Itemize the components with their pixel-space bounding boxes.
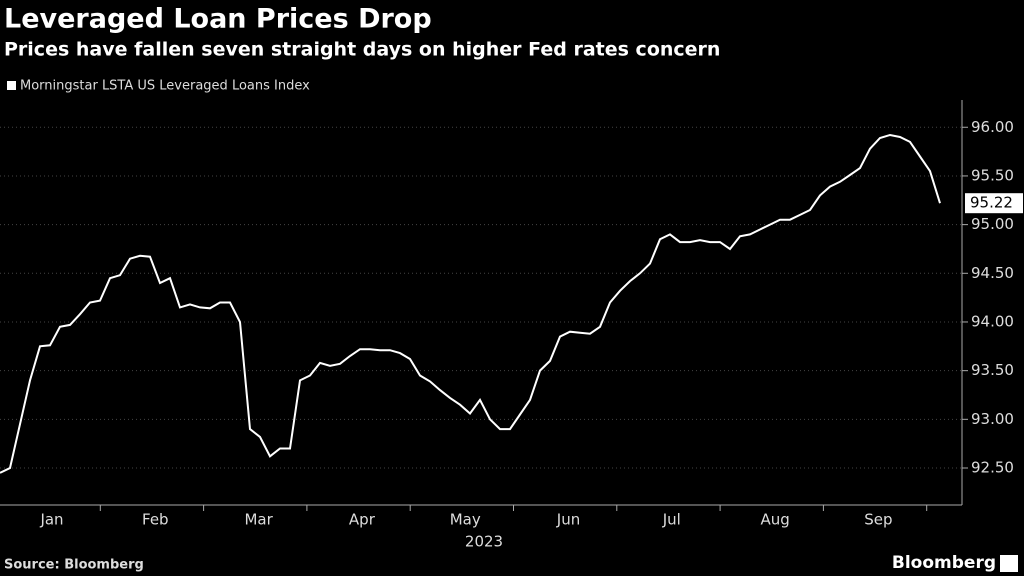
source: Source: Bloomberg (4, 558, 144, 573)
x-tick-label: May (450, 511, 481, 529)
y-tick-label: 96.00 (971, 118, 1014, 136)
chart-subtitle: Prices have fallen seven straight days o… (4, 39, 720, 61)
y-tick-label: 94.50 (971, 264, 1014, 282)
x-tick-label: Feb (142, 511, 169, 529)
x-tick-label: Aug (760, 511, 789, 529)
y-tick-label: 94.00 (971, 312, 1014, 330)
x-tick-label: Jan (39, 511, 63, 529)
x-year-label: 2023 (465, 533, 503, 551)
brand-icon (1000, 555, 1018, 572)
last-value-box (965, 193, 1023, 214)
x-tick-label: Jul (662, 511, 681, 529)
x-tick-label: Sep (864, 511, 892, 529)
brand: Bloomberg (892, 553, 996, 573)
last-value-label: 95.22 (970, 194, 1013, 212)
x-tick-label: Jun (556, 511, 580, 529)
x-tick-label: Mar (244, 511, 273, 529)
legend-swatch (7, 81, 16, 90)
y-tick-label: 95.50 (971, 166, 1014, 184)
x-tick-label: Apr (349, 511, 376, 529)
y-tick-label: 93.50 (971, 361, 1014, 379)
legend-label: Morningstar LSTA US Leveraged Loans Inde… (20, 79, 310, 94)
chart-title: Leveraged Loan Prices Drop (4, 4, 432, 35)
y-tick-label: 92.50 (971, 459, 1014, 477)
series-line (0, 133, 941, 474)
y-tick-label: 93.00 (971, 410, 1014, 428)
y-tick-label: 95.00 (971, 215, 1014, 233)
